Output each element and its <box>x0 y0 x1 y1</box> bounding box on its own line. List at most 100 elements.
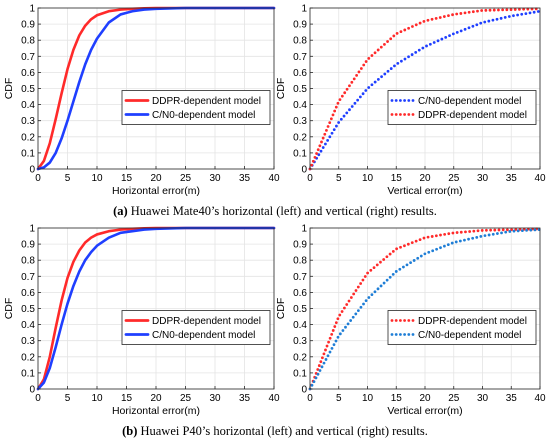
caption-a: (a) Huawei Mate40’s horizontal (left) an… <box>0 204 550 219</box>
x-tick-label: 5 <box>336 173 342 184</box>
series-line-2 <box>308 7 542 171</box>
y-tick-label: 0.5 <box>21 304 35 315</box>
y-axis-label: CDF <box>275 298 287 320</box>
y-tick-label: 0.9 <box>293 240 307 251</box>
caption-b-text: Huawei P40’s horizontal (left) and verti… <box>137 424 428 438</box>
y-tick-label: 0.7 <box>21 272 35 283</box>
legend-box <box>121 310 271 345</box>
x-tick-label: 35 <box>506 393 518 404</box>
y-tick-label: 0.2 <box>21 132 35 143</box>
y-tick-label: 1 <box>29 224 35 235</box>
x-tick-label: 10 <box>362 393 374 404</box>
x-tick-label: 30 <box>209 173 221 184</box>
y-tick-label: 0.2 <box>293 352 307 363</box>
y-tick-label: 0.7 <box>293 272 307 283</box>
y-tick-label: 0.6 <box>21 288 35 299</box>
y-tick-label: 0.9 <box>293 20 307 31</box>
y-tick-label: 0.3 <box>21 336 35 347</box>
y-tick-label: 0.9 <box>21 20 35 31</box>
x-tick-label: 15 <box>391 393 403 404</box>
y-axis-label: CDF <box>3 298 15 320</box>
y-tick-label: 0.8 <box>21 36 35 47</box>
x-axis-label: Horizontal error(m) <box>112 185 200 197</box>
y-tick-label: 0.4 <box>21 320 35 331</box>
x-tick-label: 35 <box>506 173 518 184</box>
x-tick-label: 10 <box>362 173 374 184</box>
chart-b-left: 0 5 10 15 20 25 30 35 40 0 0.1 0.2 0.3 0.4 0.5 0.6 0.7 0.… <box>3 224 280 418</box>
legend-label: DDPR-dependent model <box>152 316 261 327</box>
caption-b: (b) Huawei P40’s horizontal (left) and v… <box>0 424 550 439</box>
x-tick-label: 20 <box>419 393 431 404</box>
legend: DDPR-dependent model C/N0-dependent model <box>121 310 271 345</box>
x-tick-label: 20 <box>150 393 162 404</box>
series-line-1 <box>308 9 542 171</box>
y-tick-label: 0.2 <box>293 132 307 143</box>
y-tick-label: 0.2 <box>21 352 35 363</box>
series-line-2 <box>36 6 276 171</box>
legend-box <box>121 90 271 125</box>
legend-label: DDPR-dependent model <box>418 110 527 121</box>
x-tick-label: 40 <box>268 393 280 404</box>
legend-label: C/N0-dependent model <box>152 110 255 121</box>
y-tick-label: 1 <box>29 4 35 15</box>
x-tick-label: 30 <box>477 173 489 184</box>
legend: C/N0-dependent model DDPR-dependent model <box>387 90 537 125</box>
y-tick-label: 0 <box>301 385 307 396</box>
legend-box <box>387 90 537 125</box>
x-tick-label: 0 <box>35 393 41 404</box>
y-tick-label: 0.5 <box>293 84 307 95</box>
series-line-2 <box>36 226 276 391</box>
x-tick-label: 15 <box>391 173 403 184</box>
y-tick-label: 0.6 <box>21 68 35 79</box>
y-axis-label: CDF <box>275 78 287 100</box>
x-tick-label: 5 <box>65 393 71 404</box>
x-tick-label: 40 <box>534 173 546 184</box>
x-tick-label: 35 <box>239 173 251 184</box>
y-tick-label: 0.5 <box>293 304 307 315</box>
y-tick-label: 1 <box>301 224 307 235</box>
chart-a-left: 0 5 10 15 20 25 30 35 40 0 0.1 0.2 0.3 0.4 0.5 0.6 0.7 0.… <box>3 4 280 198</box>
y-tick-label: 0.3 <box>21 116 35 127</box>
x-tick-label: 0 <box>307 173 313 184</box>
x-tick-label: 40 <box>534 393 546 404</box>
y-tick-label: 0.3 <box>293 336 307 347</box>
legend: DDPR-dependent model C/N0-dependent model <box>121 90 271 125</box>
y-axis-label: CDF <box>3 78 15 100</box>
legend-label: C/N0-dependent model <box>418 96 521 107</box>
legend-label: DDPR-dependent model <box>418 316 527 327</box>
y-tick-label: 0.7 <box>293 52 307 63</box>
y-tick-label: 0 <box>29 165 35 176</box>
x-tick-label: 15 <box>121 173 133 184</box>
series-line-2 <box>308 228 542 391</box>
y-tick-label: 0.6 <box>293 68 307 79</box>
y-tick-label: 0.8 <box>21 256 35 267</box>
y-tick-label: 0.4 <box>293 100 307 111</box>
y-tick-label: 0.4 <box>21 100 35 111</box>
y-tick-label: 0.1 <box>21 148 35 159</box>
legend-label: DDPR-dependent model <box>152 96 261 107</box>
x-tick-label: 20 <box>150 173 162 184</box>
x-axis-label: Horizontal error(m) <box>112 405 200 417</box>
y-tick-label: 0.8 <box>293 36 307 47</box>
x-tick-label: 5 <box>65 173 71 184</box>
x-tick-label: 10 <box>91 173 103 184</box>
legend-box <box>387 310 537 345</box>
y-tick-label: 0.5 <box>21 84 35 95</box>
y-tick-label: 0 <box>301 165 307 176</box>
x-tick-label: 25 <box>180 393 192 404</box>
legend: DDPR-dependent model C/N0-dependent model <box>387 310 537 345</box>
x-tick-label: 0 <box>35 173 41 184</box>
x-axis-label: Vertical error(m) <box>387 405 462 417</box>
chart-b-right: 0 5 10 15 20 25 30 35 40 0 0.1 0.2 0.3 0.4 0.5 0.6 0.7 0.… <box>275 224 546 418</box>
y-tick-label: 0 <box>29 385 35 396</box>
chart-a-right: 0 5 10 15 20 25 30 35 40 0 0.1 0.2 0.3 0.4 0.5 0.6 0.7 0.… <box>275 4 546 198</box>
y-tick-label: 0.1 <box>21 368 35 379</box>
y-tick-label: 0.1 <box>293 148 307 159</box>
x-tick-label: 0 <box>307 393 313 404</box>
series-line-1 <box>308 227 542 391</box>
x-tick-label: 35 <box>239 393 251 404</box>
legend-label: C/N0-dependent model <box>152 330 255 341</box>
x-tick-label: 10 <box>91 393 103 404</box>
y-tick-label: 0.6 <box>293 288 307 299</box>
caption-a-tag: (a) <box>113 204 128 218</box>
